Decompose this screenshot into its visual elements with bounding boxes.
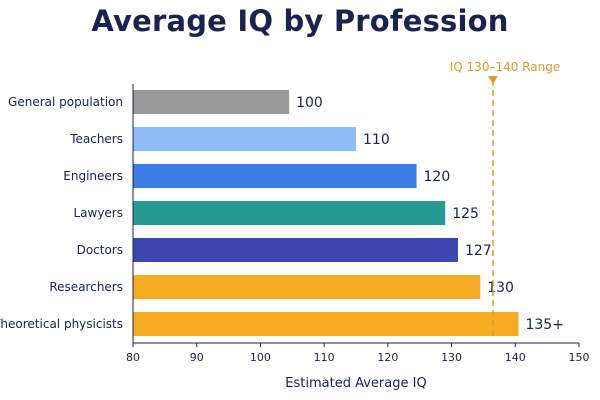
value-label: 135+ [525, 317, 563, 333]
x-tick-label: 110 [314, 351, 335, 364]
category-label: General population [8, 95, 123, 109]
category-label: Engineers [63, 169, 123, 183]
x-axis-title: Estimated Average IQ [285, 376, 426, 391]
x-tick-label: 100 [250, 351, 271, 364]
labels-layer: General population 100 Teachers 110 Engineer… [0, 95, 564, 333]
reference-arrow [487, 76, 498, 84]
x-tick-label: 130 [441, 351, 462, 364]
bar [133, 201, 446, 225]
bar [133, 127, 356, 151]
bar [133, 275, 481, 299]
category-label: Theoretical physicists [0, 317, 123, 331]
x-tick-label: 150 [569, 351, 590, 364]
bars-layer [133, 90, 519, 336]
reference-line-label: IQ 130–140 Range [450, 60, 560, 74]
category-label: Doctors [77, 243, 123, 257]
value-label: 120 [424, 169, 451, 185]
value-label: 127 [465, 243, 492, 259]
category-label: Teachers [69, 132, 123, 146]
bar [133, 90, 290, 114]
value-label: 125 [452, 206, 479, 222]
x-tick-label: 90 [190, 351, 204, 364]
chart-title: Average IQ by Profession [91, 4, 509, 38]
x-axis: 80 90 100 110 120 130 140 150 Estimated Average … [126, 84, 590, 391]
x-tick-label: 80 [126, 351, 140, 364]
bar [133, 312, 519, 336]
value-label: 110 [363, 132, 390, 148]
bar [133, 164, 417, 188]
category-label: Researchers [49, 280, 123, 294]
value-label: 130 [487, 280, 514, 296]
x-tick-label: 120 [377, 351, 398, 364]
category-label: Lawyers [73, 206, 123, 220]
value-label: 100 [296, 95, 323, 111]
reference-line-group: IQ 130–140 Range [450, 60, 560, 338]
bar [133, 238, 458, 262]
x-tick-label: 140 [505, 351, 526, 364]
